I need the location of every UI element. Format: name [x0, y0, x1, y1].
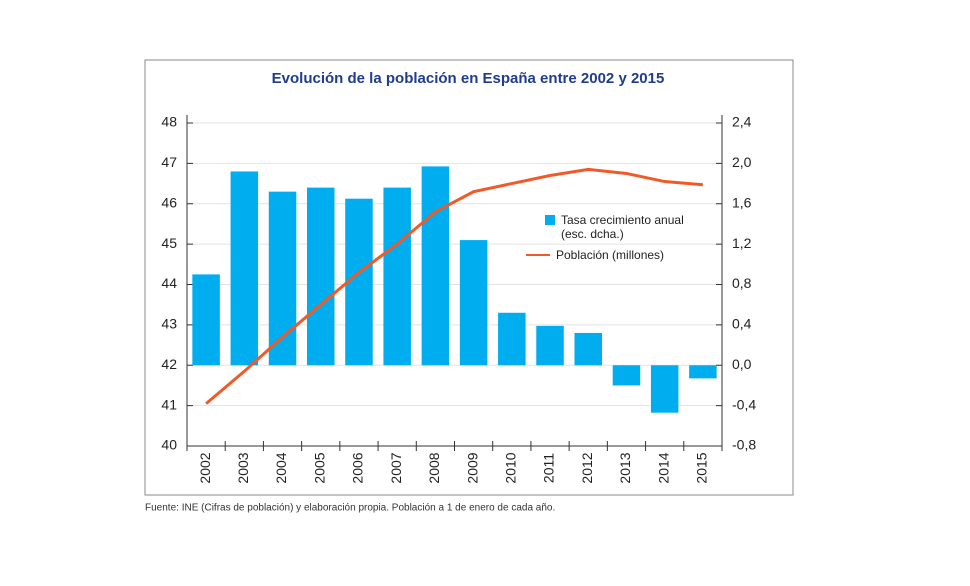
y-tick-label: 47 — [161, 154, 177, 170]
bar — [612, 365, 641, 386]
x-tick-label: 2002 — [197, 452, 213, 483]
bar — [689, 365, 717, 379]
y2-tick-label: 2,4 — [732, 114, 752, 130]
bar — [383, 187, 411, 366]
x-tick-label: 2012 — [579, 452, 595, 483]
bar — [650, 365, 679, 413]
x-tick-label: 2011 — [541, 453, 557, 483]
x-tick-label: 2003 — [235, 452, 251, 483]
y2-tick-label: -0,8 — [732, 437, 756, 453]
x-tick-label: 2005 — [311, 452, 327, 483]
y-tick-label: 43 — [161, 316, 177, 332]
y2-tick-label: 0,0 — [732, 356, 752, 372]
y-tick-label: 41 — [161, 396, 177, 412]
bar — [536, 325, 564, 366]
bar — [268, 191, 297, 366]
y-tick-label: 44 — [161, 275, 177, 291]
legend-item: Tasa crecimiento anual (esc. dcha.) — [545, 213, 715, 241]
x-tick-label: 2006 — [350, 452, 366, 483]
legend-item: Población (millones) — [526, 248, 664, 262]
x-tick-label: 2004 — [273, 452, 289, 483]
chart-title: Evolución de la población en España entr… — [272, 70, 665, 87]
y2-tick-label: 0,8 — [732, 275, 752, 291]
y2-tick-label: 1,2 — [732, 235, 752, 251]
x-tick-label: 2015 — [694, 452, 710, 483]
legend-swatch — [545, 215, 555, 225]
chart-frame — [144, 59, 794, 496]
x-tick-label: 2014 — [655, 452, 671, 483]
y2-tick-label: 0,4 — [732, 316, 752, 332]
legend-swatch — [526, 254, 550, 256]
legend-label: Población (millones) — [556, 248, 665, 262]
y-tick-label: 40 — [161, 437, 177, 453]
bar — [574, 332, 603, 366]
y2-tick-label: 1,6 — [732, 194, 752, 210]
x-tick-label: 2010 — [503, 452, 519, 483]
bar — [230, 171, 259, 366]
x-tick-label: 2007 — [388, 452, 404, 483]
y-tick-label: 48 — [161, 114, 177, 130]
x-tick-label: 2008 — [426, 452, 442, 483]
x-tick-label: 2009 — [464, 452, 480, 483]
line — [205, 167, 704, 405]
x-tick-label: 2013 — [617, 452, 633, 483]
y-tick-label: 45 — [161, 235, 177, 251]
y-tick-label: 42 — [161, 356, 177, 372]
legend-label: Tasa crecimiento anual (esc. dcha.) — [561, 213, 684, 241]
bar — [498, 312, 526, 366]
y2-tick-label: -0,4 — [732, 396, 756, 412]
source-note: Fuente: INE (Cifras de población) y elab… — [145, 503, 555, 514]
y2-tick-label: 2,0 — [732, 154, 752, 170]
y-tick-label: 46 — [161, 194, 177, 210]
bar — [306, 187, 335, 366]
bar — [192, 274, 220, 366]
bar — [421, 166, 450, 366]
bar — [459, 240, 488, 366]
